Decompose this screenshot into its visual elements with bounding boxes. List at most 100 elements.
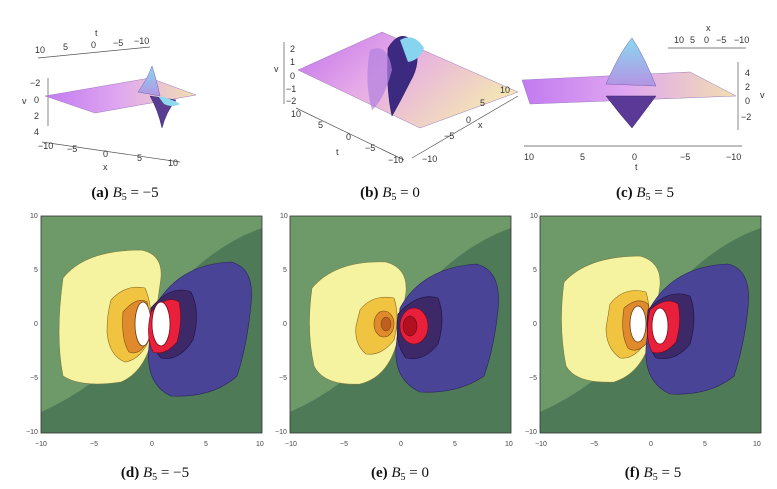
svg-text:0: 0 (649, 441, 653, 448)
svg-text:4: 4 (34, 127, 39, 137)
svg-text:0: 0 (283, 321, 287, 328)
svg-text:10: 10 (500, 85, 510, 95)
svg-text:−10: −10 (38, 141, 53, 151)
svg-text:0: 0 (34, 95, 39, 105)
svg-text:5: 5 (137, 153, 142, 163)
panel-c-v-label: v (760, 90, 765, 100)
caption-c: (c) B5 = 5 (615, 185, 675, 203)
svg-text:10: 10 (280, 213, 288, 220)
svg-text:0: 0 (399, 441, 403, 448)
panel-f-contour (539, 215, 762, 434)
svg-text:0: 0 (745, 96, 750, 106)
svg-text:−1: −1 (286, 84, 296, 94)
svg-text:−10: −10 (726, 152, 741, 162)
svg-text:0: 0 (704, 35, 709, 45)
panel-a-t-ticks: 10 5 0 −5 −10 (35, 36, 149, 55)
panel-a-surface: 10 5 0 −5 −10 t −2 0 2 4 v −10 −5 0 5 10 (22, 28, 197, 172)
panel-c-t-ticks: 10 5 0 −5 −10 (524, 152, 741, 162)
panel-d-axis-labels: 10 5 0 −5 −10 −10 −5 0 5 10 (26, 213, 264, 448)
svg-text:5: 5 (204, 441, 208, 448)
panel-b-v-label: v (274, 64, 279, 74)
svg-text:−10: −10 (35, 441, 47, 448)
svg-text:−10: −10 (26, 429, 38, 436)
svg-text:0: 0 (346, 132, 351, 142)
svg-text:−10: −10 (388, 155, 403, 165)
svg-text:2: 2 (290, 44, 295, 54)
panel-a-v-ticks: −2 0 2 4 (30, 78, 40, 137)
caption-b: (b) B5 = 0 (360, 185, 420, 203)
svg-text:−5: −5 (90, 441, 98, 448)
panel-d-white-right (151, 301, 171, 347)
svg-text:−2: −2 (286, 96, 296, 106)
svg-text:5: 5 (533, 267, 537, 274)
caption-f: (f) B5 = 5 (624, 465, 682, 483)
svg-text:10: 10 (30, 213, 38, 220)
svg-text:5: 5 (34, 267, 38, 274)
svg-text:5: 5 (318, 120, 323, 130)
panel-a-x-label: x (103, 162, 108, 172)
svg-text:−10: −10 (134, 36, 149, 46)
svg-text:5: 5 (580, 152, 585, 162)
svg-text:10: 10 (753, 441, 761, 448)
svg-text:−5: −5 (30, 375, 38, 382)
svg-text:−10: −10 (275, 429, 287, 436)
svg-text:−5: −5 (529, 375, 537, 382)
svg-text:10: 10 (35, 45, 45, 55)
svg-text:−5: −5 (680, 152, 690, 162)
svg-text:5: 5 (283, 267, 287, 274)
caption-e: (e) B5 = 0 (370, 465, 430, 483)
svg-text:−10: −10 (285, 441, 297, 448)
caption-a: (a) B5 = −5 (91, 185, 159, 203)
svg-text:0: 0 (632, 152, 637, 162)
svg-text:0: 0 (466, 115, 471, 125)
svg-text:0: 0 (533, 321, 537, 328)
svg-text:5: 5 (703, 441, 707, 448)
svg-text:5: 5 (480, 98, 485, 108)
svg-text:−5: −5 (340, 441, 348, 448)
panel-c-surface: 10 5 0 −5 −10 x 4 2 0 −2 v 10 5 0 −5 −10… (521, 23, 765, 172)
panel-b-surface: 2 1 0 −1 −2 v 10 5 0 −5 −10 t 10 5 0 −5 (274, 31, 519, 165)
svg-text:−10: −10 (734, 35, 749, 45)
svg-text:−5: −5 (365, 143, 375, 153)
panel-c-x-ticks: 10 5 0 −5 −10 (674, 35, 749, 45)
panel-a-v-label: v (22, 96, 27, 106)
svg-text:−2: −2 (741, 112, 751, 122)
panel-b-x-label: x (478, 120, 483, 130)
panel-b-x-ticks: 10 5 0 −5 −10 (422, 85, 510, 164)
panel-e-purple (395, 263, 499, 393)
svg-text:10: 10 (168, 158, 178, 168)
svg-text:−5: −5 (67, 144, 77, 154)
panel-a-t-label: t (95, 28, 98, 38)
panel-e-axis-labels: 10 5 0 −5 −10 −10 −5 0 5 10 (275, 213, 513, 448)
panel-e-orange-core (380, 316, 392, 332)
svg-text:2: 2 (34, 111, 39, 121)
svg-text:2: 2 (745, 82, 750, 92)
svg-text:10: 10 (524, 152, 534, 162)
svg-text:10: 10 (674, 35, 684, 45)
svg-text:0: 0 (150, 441, 154, 448)
svg-text:5: 5 (63, 42, 68, 52)
svg-text:0: 0 (103, 149, 108, 159)
caption-d: (d) B5 = −5 (120, 465, 190, 483)
svg-text:10: 10 (256, 441, 264, 448)
svg-text:1: 1 (290, 57, 295, 67)
panel-d-contour (40, 215, 263, 434)
panel-f-axis-labels: 10 5 0 −5 −10 −10 −5 0 5 10 (525, 213, 761, 448)
svg-text:10: 10 (291, 109, 301, 119)
panel-f-white-right (651, 307, 669, 345)
svg-text:0: 0 (290, 71, 295, 81)
panel-b-t-label: t (336, 147, 339, 157)
panel-c-v-ticks: 4 2 0 −2 (741, 68, 751, 122)
svg-text:−5: −5 (279, 375, 287, 382)
svg-text:−2: −2 (30, 78, 40, 88)
panel-e-red-core (402, 315, 418, 337)
svg-text:−5: −5 (716, 35, 726, 45)
svg-text:10: 10 (530, 213, 538, 220)
svg-text:−10: −10 (422, 154, 437, 164)
svg-text:0: 0 (91, 40, 96, 50)
svg-text:4: 4 (745, 68, 750, 78)
panel-b-v-ticks: 2 1 0 −1 −2 (286, 44, 296, 106)
panel-b-t-ticks: 10 5 0 −5 −10 (291, 109, 403, 165)
svg-text:5: 5 (690, 35, 695, 45)
